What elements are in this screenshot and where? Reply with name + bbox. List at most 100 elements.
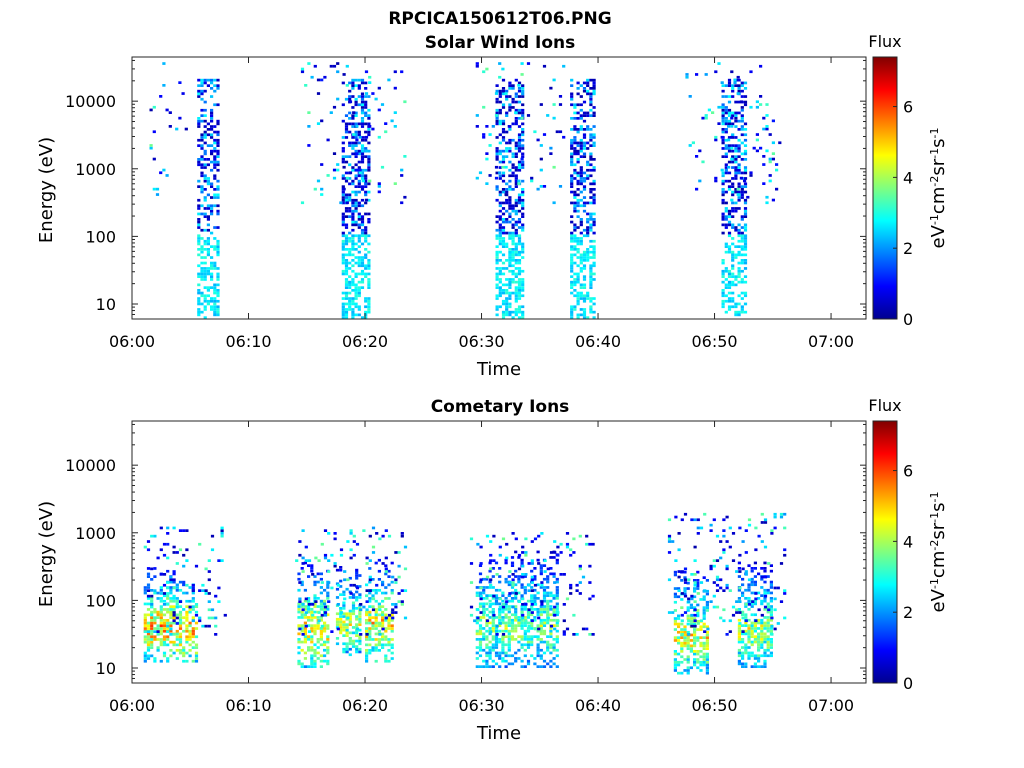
heatmap-cell [384, 659, 388, 663]
heatmap-cell [731, 299, 735, 303]
heatmap-cell [514, 209, 518, 213]
heatmap-cell [724, 250, 728, 254]
heatmap-cell [368, 589, 372, 592]
heatmap-cell [357, 250, 361, 254]
heatmap-cell [685, 75, 689, 79]
heatmap-cell [203, 275, 207, 278]
heatmap-cell [504, 659, 508, 663]
heatmap-cell [197, 223, 201, 227]
heatmap-cell [213, 302, 217, 306]
heatmap-cell [722, 534, 726, 538]
heatmap-cell [146, 602, 151, 606]
heatmap-cell [705, 633, 709, 637]
heatmap-cell [714, 176, 718, 180]
heatmap-cell [374, 561, 378, 565]
heatmap-cell [699, 628, 703, 631]
heatmap-cell [482, 635, 486, 638]
heatmap-cell [677, 660, 681, 664]
heatmap-cell [721, 198, 725, 202]
heatmap-cell [485, 577, 489, 581]
heatmap-cell [475, 176, 479, 180]
heatmap-cell [517, 272, 522, 276]
heatmap-cell [341, 259, 345, 262]
heatmap-cell [323, 640, 327, 644]
heatmap-cell [307, 608, 311, 611]
heatmap-cell [514, 537, 518, 541]
heatmap-cell [349, 532, 353, 535]
heatmap-cell [683, 587, 687, 590]
heatmap-cell [351, 87, 355, 90]
heatmap-cell [517, 640, 521, 644]
heatmap-cell [156, 624, 160, 628]
heatmap-cell [582, 316, 587, 319]
heatmap-cell [511, 253, 515, 257]
heatmap-cell [721, 138, 725, 142]
heatmap-cell [542, 629, 547, 633]
heatmap-cell [517, 600, 522, 603]
heatmap-cell [737, 239, 741, 243]
heatmap-cell [507, 654, 511, 658]
heatmap-cell [342, 628, 346, 632]
heatmap-cell [582, 185, 587, 188]
heatmap-cell [146, 613, 151, 617]
heatmap-cell [400, 600, 404, 603]
heatmap-cell [344, 294, 349, 298]
heatmap-cell [150, 635, 154, 639]
heatmap-cell [339, 620, 343, 624]
heatmap-cell [501, 283, 506, 287]
heatmap-cell [146, 657, 151, 660]
heatmap-cell [478, 616, 483, 619]
heatmap-cell [505, 188, 509, 191]
heatmap-cell [573, 248, 577, 251]
heatmap-cell [387, 624, 391, 628]
heatmap-cell [753, 662, 757, 666]
heatmap-cell [552, 575, 556, 578]
heatmap-cell [521, 147, 525, 150]
heatmap-cell [724, 207, 728, 210]
heatmap-cell [403, 545, 408, 549]
heatmap-cell [750, 643, 754, 647]
heatmap-cell [760, 575, 764, 579]
heatmap-cell [783, 589, 787, 592]
heatmap-cell [494, 654, 499, 658]
heatmap-cell [357, 122, 361, 126]
heatmap-cell [576, 144, 580, 147]
heatmap-cell [508, 302, 512, 306]
heatmap-cell [323, 611, 328, 614]
heatmap-cell [364, 212, 368, 216]
heatmap-cell [693, 644, 697, 648]
heatmap-cell [737, 624, 741, 627]
heatmap-cell [342, 73, 346, 76]
heatmap-cell [358, 623, 362, 626]
heatmap-cell [737, 629, 741, 633]
heatmap-cell [307, 605, 311, 608]
heatmap-cell [172, 578, 176, 582]
heatmap-cell [734, 111, 738, 115]
heatmap-cell [303, 627, 307, 630]
heatmap-cell [766, 638, 770, 641]
heatmap-cell [348, 198, 352, 202]
heatmap-cell [586, 92, 590, 96]
heatmap-cell [307, 618, 311, 622]
heatmap-cell [721, 193, 725, 197]
heatmap-cell [213, 78, 217, 82]
heatmap-cell [677, 575, 681, 579]
heatmap-cell [344, 297, 349, 300]
heatmap-cell [351, 645, 356, 648]
heatmap-cell [735, 600, 739, 603]
heatmap-cell [520, 561, 524, 565]
heatmap-cell [576, 280, 580, 284]
heatmap-cell [539, 627, 543, 630]
heatmap-cell [323, 659, 327, 663]
heatmap-cell [505, 289, 509, 292]
heatmap-cell [721, 259, 725, 262]
heatmap-cell [360, 155, 365, 158]
heatmap-cell [740, 253, 744, 257]
heatmap-cell [495, 108, 499, 112]
heatmap-cell [501, 130, 506, 134]
heatmap-cell [377, 605, 381, 608]
heatmap-cell [200, 92, 204, 96]
heatmap-cell [488, 654, 492, 658]
heatmap-cell [316, 651, 320, 655]
